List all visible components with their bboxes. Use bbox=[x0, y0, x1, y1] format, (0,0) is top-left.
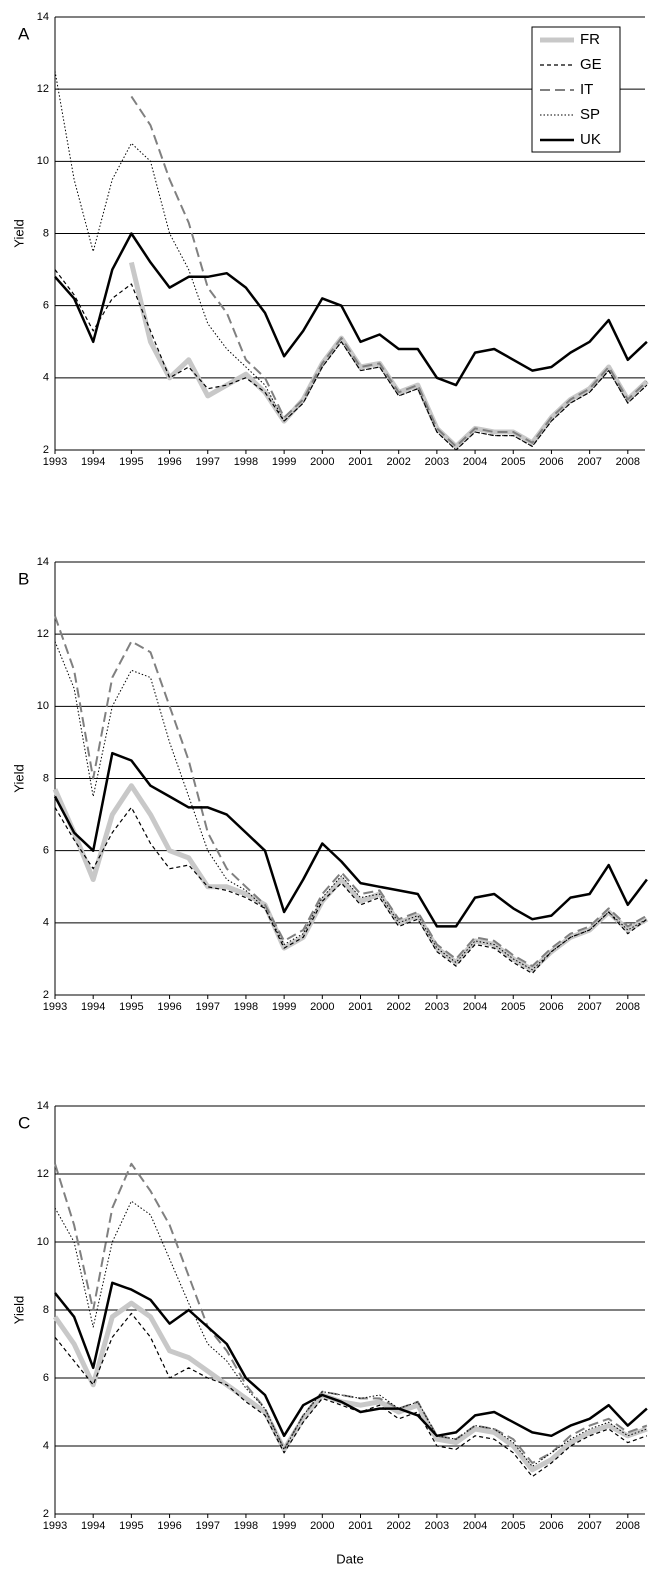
x-tick-label: 1996 bbox=[157, 1520, 181, 1532]
y-tick-label: 6 bbox=[43, 300, 49, 312]
x-tick-label: 2001 bbox=[348, 456, 372, 468]
y-tick-label: 12 bbox=[37, 628, 49, 640]
x-tick-label: 2007 bbox=[577, 1520, 601, 1532]
x-tick-label: 1997 bbox=[196, 1001, 220, 1013]
x-tick-label: 1995 bbox=[119, 456, 143, 468]
x-tick-label: 1999 bbox=[272, 1520, 296, 1532]
series-line bbox=[130, 95, 648, 448]
x-tick-label: 1993 bbox=[43, 1520, 67, 1532]
x-tick-label: 2002 bbox=[386, 1001, 410, 1013]
x-tick-label: 1996 bbox=[157, 456, 181, 468]
y-tick-label: 8 bbox=[43, 227, 49, 239]
y-tick-label: 12 bbox=[37, 83, 49, 95]
panel-label: A bbox=[18, 24, 30, 43]
series-line bbox=[54, 232, 648, 387]
x-tick-label: 2000 bbox=[310, 456, 334, 468]
x-tick-label: 2002 bbox=[386, 1520, 410, 1532]
y-tick-label: 4 bbox=[43, 372, 49, 384]
x-tick-label: 2002 bbox=[386, 456, 410, 468]
x-tick-label: 2000 bbox=[310, 1520, 334, 1532]
series-line bbox=[53, 751, 648, 928]
x-tick-label: 2005 bbox=[501, 456, 525, 468]
y-tick-label: 4 bbox=[43, 1440, 49, 1452]
x-tick-label: 1993 bbox=[43, 456, 67, 468]
series-line bbox=[54, 1312, 648, 1478]
x-tick-label: 2008 bbox=[616, 456, 640, 468]
legend-label: IT bbox=[580, 81, 593, 98]
y-tick-label: 14 bbox=[37, 11, 49, 23]
x-tick-label: 1998 bbox=[234, 1520, 258, 1532]
x-tick-label: 1997 bbox=[196, 1520, 220, 1532]
y-tick-label: 6 bbox=[43, 845, 49, 857]
y-tick-label: 2 bbox=[43, 989, 49, 1001]
panel-label: C bbox=[18, 1113, 30, 1132]
x-tick-label: 1999 bbox=[272, 1001, 296, 1013]
y-tick-label: 10 bbox=[37, 1236, 49, 1248]
y-tick-label: 8 bbox=[43, 1304, 49, 1316]
series-line bbox=[54, 806, 648, 974]
x-axis-label: Date bbox=[336, 1551, 363, 1566]
x-tick-label: 2000 bbox=[310, 1001, 334, 1013]
y-axis-label: Yield bbox=[11, 219, 26, 247]
x-tick-label: 2001 bbox=[348, 1520, 372, 1532]
x-tick-label: 2006 bbox=[539, 1001, 563, 1013]
y-tick-label: 2 bbox=[43, 444, 49, 456]
legend-label: FR bbox=[580, 31, 600, 48]
x-tick-label: 1999 bbox=[272, 456, 296, 468]
y-tick-label: 4 bbox=[43, 917, 49, 929]
series-line bbox=[54, 269, 648, 451]
y-tick-label: 8 bbox=[43, 772, 49, 784]
x-tick-label: 2003 bbox=[425, 1001, 449, 1013]
x-tick-label: 1997 bbox=[196, 456, 220, 468]
x-tick-label: 1993 bbox=[43, 1001, 67, 1013]
panel-label: B bbox=[18, 569, 29, 588]
y-axis-label: Yield bbox=[11, 764, 26, 792]
x-tick-label: 2007 bbox=[577, 456, 601, 468]
legend-label: GE bbox=[580, 56, 602, 73]
y-tick-label: 14 bbox=[37, 1100, 49, 1112]
x-tick-label: 2004 bbox=[463, 1001, 487, 1013]
y-tick-label: 14 bbox=[37, 556, 49, 568]
x-tick-label: 2004 bbox=[463, 1520, 487, 1532]
x-tick-label: 2006 bbox=[539, 456, 563, 468]
x-tick-label: 1995 bbox=[119, 1520, 143, 1532]
x-tick-label: 1995 bbox=[119, 1001, 143, 1013]
legend-label: UK bbox=[580, 131, 601, 148]
legend-label: SP bbox=[580, 106, 600, 123]
x-tick-label: 2007 bbox=[577, 1001, 601, 1013]
x-tick-label: 2003 bbox=[425, 456, 449, 468]
x-tick-label: 2003 bbox=[425, 1520, 449, 1532]
y-tick-label: 12 bbox=[37, 1168, 49, 1180]
x-tick-label: 1998 bbox=[234, 1001, 258, 1013]
x-tick-label: 1994 bbox=[81, 456, 105, 468]
x-tick-label: 2004 bbox=[463, 456, 487, 468]
x-tick-label: 2008 bbox=[616, 1520, 640, 1532]
x-tick-label: 2006 bbox=[539, 1520, 563, 1532]
x-tick-label: 2005 bbox=[501, 1001, 525, 1013]
y-axis-label: Yield bbox=[11, 1296, 26, 1324]
x-tick-label: 1998 bbox=[234, 456, 258, 468]
y-tick-label: 2 bbox=[43, 1508, 49, 1520]
y-tick-label: 10 bbox=[37, 155, 49, 167]
series-line bbox=[54, 1162, 648, 1464]
x-tick-label: 2005 bbox=[501, 1520, 525, 1532]
x-tick-label: 1994 bbox=[81, 1001, 105, 1013]
x-tick-label: 2008 bbox=[616, 1001, 640, 1013]
y-tick-label: 6 bbox=[43, 1372, 49, 1384]
series-line bbox=[54, 1200, 648, 1467]
x-tick-label: 2001 bbox=[348, 1001, 372, 1013]
series-line bbox=[54, 1281, 648, 1438]
y-tick-label: 10 bbox=[37, 700, 49, 712]
series-line bbox=[54, 615, 648, 968]
series-line bbox=[52, 1300, 648, 1473]
x-tick-label: 1996 bbox=[157, 1001, 181, 1013]
x-tick-label: 1994 bbox=[81, 1520, 105, 1532]
